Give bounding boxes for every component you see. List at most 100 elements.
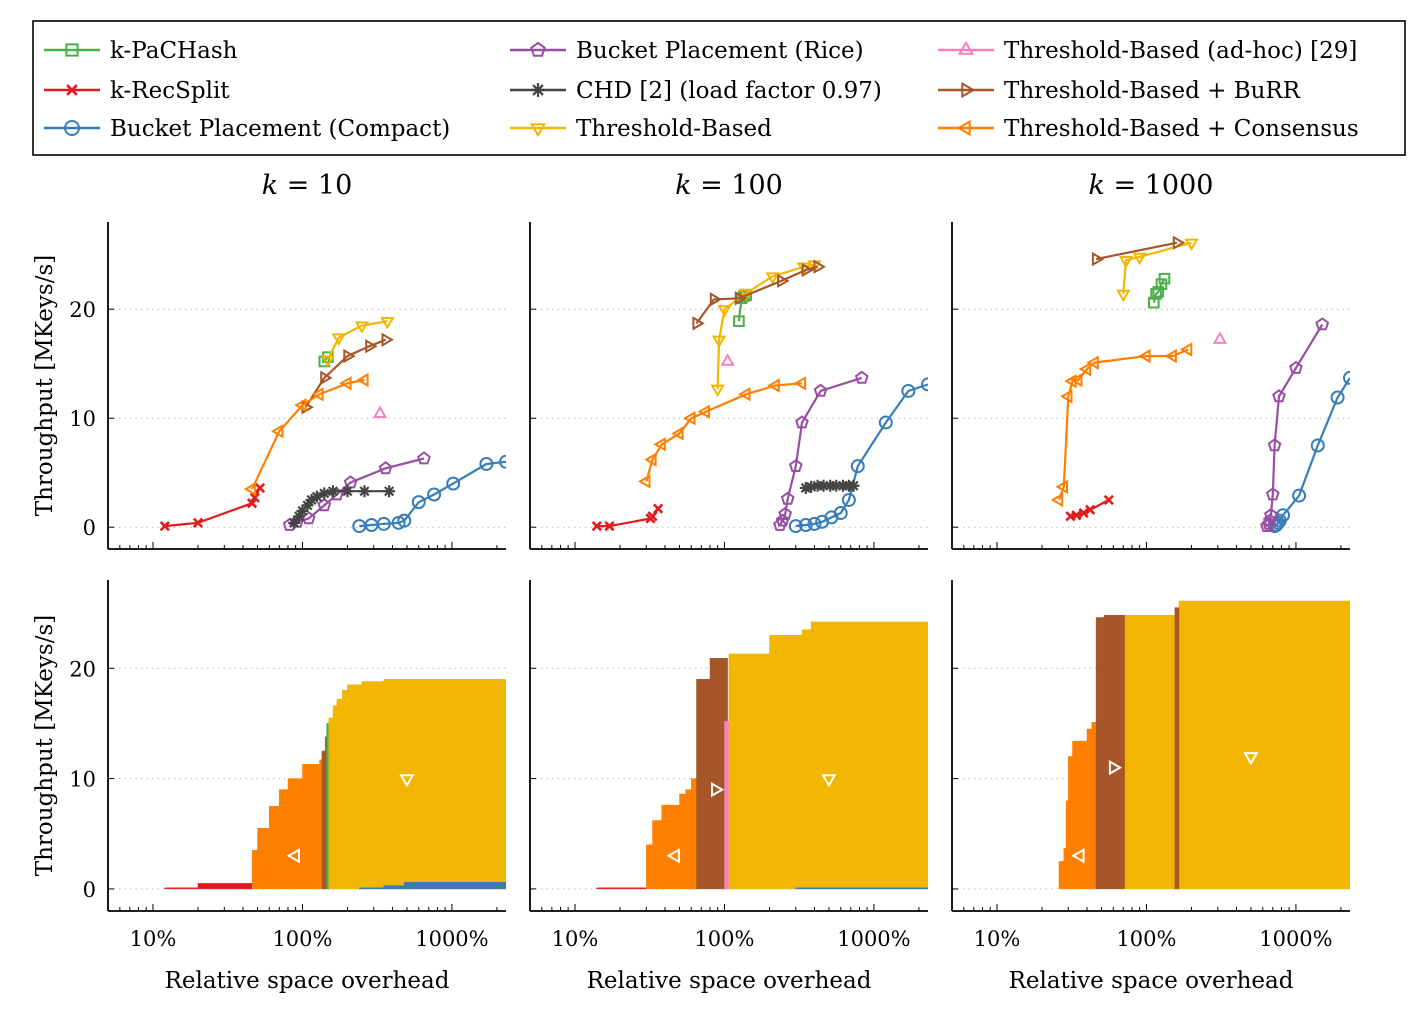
legend-box [32,20,1406,156]
series-threshold-based-ad-hoc-29 [720,353,735,366]
data-point [813,383,828,397]
region-glyph-triangle-right-icon [711,781,725,798]
data-point [795,415,809,429]
data-point [1050,492,1064,508]
data-point [243,481,257,497]
data-point [653,503,664,514]
x-tick-label: 10% [130,927,177,951]
data-point [1212,331,1228,344]
data-point [246,498,258,509]
data-point [1060,389,1073,404]
legend-label: Bucket Placement (Rice) [576,38,864,64]
legend-label: k-RecSplit [110,78,230,104]
series-threshold-based-consensus [243,372,369,497]
data-point [318,487,331,500]
data-point [1179,342,1193,357]
legend-label: Threshold-Based (ad-hoc) [29] [1004,38,1357,64]
series-threshold-based [710,260,822,398]
x-axis-label: Relative space overhead [1009,968,1294,994]
series-threshold-based-ad-hoc-29 [372,405,388,418]
panel-lines-col1: 0 10 20 Throughput [MKeys/s] [32,222,506,550]
data-point [805,480,818,493]
data-point [397,513,412,528]
data-point [1069,372,1083,388]
title-value: = 10 [278,170,352,201]
y-axis-label: Throughput [MKeys/s] [32,255,58,516]
column-titles: k = 10 k = 100 k = 1000 [262,170,1214,201]
data-point [717,305,732,318]
data-point [793,376,807,391]
data-point [1078,361,1092,377]
legend-label: k-PaCHash [110,38,238,64]
data-point [499,454,506,469]
region-glyph-triangle-left-icon [1071,848,1085,864]
data-point [159,520,170,532]
series-threshold-based [1116,238,1199,303]
panel-areas-col1: 0 10 20 Throughput [MKeys/s] 10% 100% 1000% Rel… [32,580,506,994]
data-point [1265,487,1280,501]
data-point [479,456,494,471]
legend-marker-square-icon [65,43,79,57]
series-bucket-placement-rice [773,370,869,531]
data-point [798,518,813,533]
panel-lines-col2 [529,222,928,550]
legend-marker-circle-icon [64,120,80,136]
data-point [1315,317,1330,331]
legend-marker-star-icon [531,83,545,97]
legend-entry-threshold-based-ad-hoc-29: Threshold-Based (ad-hoc) [29] [938,38,1357,64]
data-point [647,511,658,522]
data-point [1289,360,1303,374]
data-point [788,519,803,534]
data-point [1272,389,1286,403]
region-glyph-triangle-left-icon [666,848,680,864]
legend-entry-threshold-based: Threshold-Based [510,116,772,142]
series-threshold-based-consensus [1050,342,1193,508]
data-point [1172,235,1186,250]
legend-entry-k-recsplit: k-RecSplit [44,78,230,104]
plot-content [159,317,506,534]
data-point [780,491,795,505]
x-tick-label: 100% [1116,927,1176,951]
series-line [251,378,365,490]
region-glyph-triangle-right-icon [1108,759,1123,776]
legend: k-PaCHash k-RecSplit Bucket Placement (Com… [32,20,1406,156]
series-k-recsplit [159,482,266,532]
data-point [331,333,346,346]
chart-panels: 0 10 20 Throughput [MKeys/s] 0 10 20 Throughput… [32,222,1350,994]
data-point [1260,518,1274,532]
data-point [878,415,893,430]
series-threshold-based-ad-hoc-29 [1212,331,1228,344]
data-point [1267,438,1282,452]
data-point [817,479,830,492]
data-point [1264,507,1278,522]
data-point [1330,390,1345,405]
region-threshold-based-burr [1174,607,1180,890]
legend-marker-triangle-right-icon [961,81,976,99]
series-chd-2-load-factor-0-97 [799,479,860,494]
data-point [1078,507,1089,519]
data-point [697,404,710,419]
region-threshold-based-burr [1095,615,1126,890]
data-point [254,482,266,494]
data-point [720,353,735,366]
x-tick-label: 100% [272,927,332,951]
data-point [1343,370,1350,385]
data-point [354,321,370,334]
series-threshold-based-burr [301,332,394,415]
data-point [411,495,426,510]
data-point [249,492,260,503]
title-k: k [1089,170,1105,201]
series-threshold-based-consensus [637,376,807,489]
region-glyph-triangle-left-icon [286,848,300,864]
data-point [767,378,780,393]
region-bucket-placement-compact [359,882,506,890]
data-point [921,377,928,392]
data-point [1158,272,1171,285]
plot-content [1058,600,1350,890]
region-threshold-based-consensus [646,778,697,890]
series-line [1274,377,1350,528]
data-point [301,400,314,415]
column-title-1: k = 10 [262,170,353,201]
legend-marker-triangle-down-icon [529,123,547,138]
